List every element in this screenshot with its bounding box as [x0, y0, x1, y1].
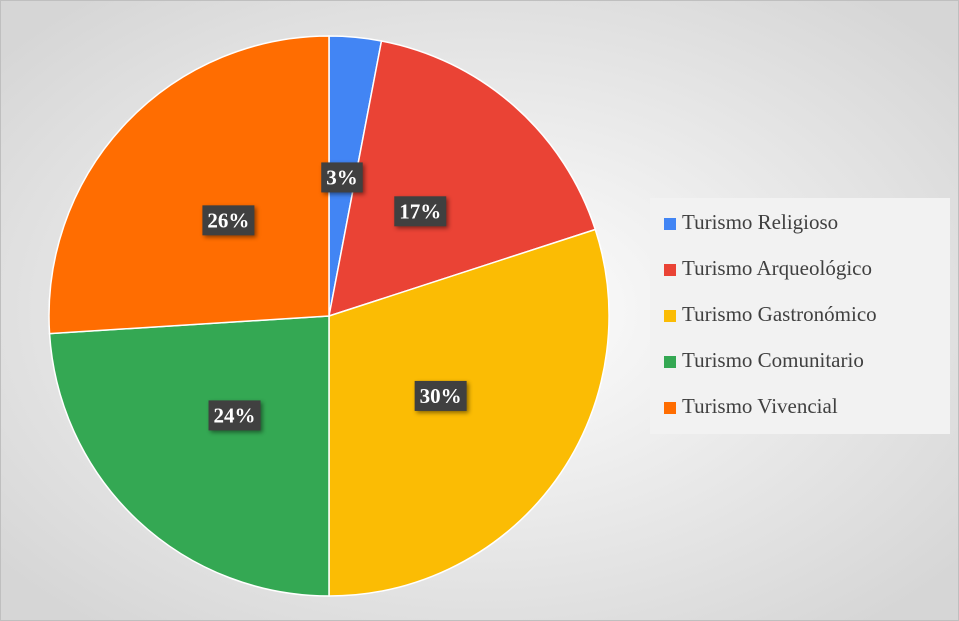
pie-slice [328, 40, 597, 318]
legend-box [650, 198, 950, 434]
data-label-box [414, 380, 467, 411]
data-label-box [394, 196, 447, 227]
legend-swatch [664, 310, 676, 322]
data-label: 17% [399, 199, 441, 223]
legend-label: Turismo Gastronómico [682, 302, 877, 326]
data-label: 30% [420, 384, 462, 408]
pie-slice [48, 35, 330, 335]
data-label-box [202, 205, 255, 236]
legend-label: Turismo Vivencial [682, 394, 838, 418]
legend-swatch [664, 402, 676, 414]
legend-swatch [664, 264, 676, 276]
legend-swatch [664, 356, 676, 368]
legend-label: Turismo Religioso [682, 210, 838, 234]
legend-label: Turismo Comunitario [682, 348, 864, 372]
data-label: 24% [214, 403, 256, 427]
legend-swatch [664, 218, 676, 230]
pie-slice [328, 228, 610, 597]
data-label: 26% [207, 208, 249, 232]
pie-slice [48, 315, 330, 597]
data-label-box [321, 162, 363, 193]
data-label: 3% [326, 165, 358, 189]
data-label-box [208, 400, 261, 431]
legend-label: Turismo Arqueológico [682, 256, 872, 280]
